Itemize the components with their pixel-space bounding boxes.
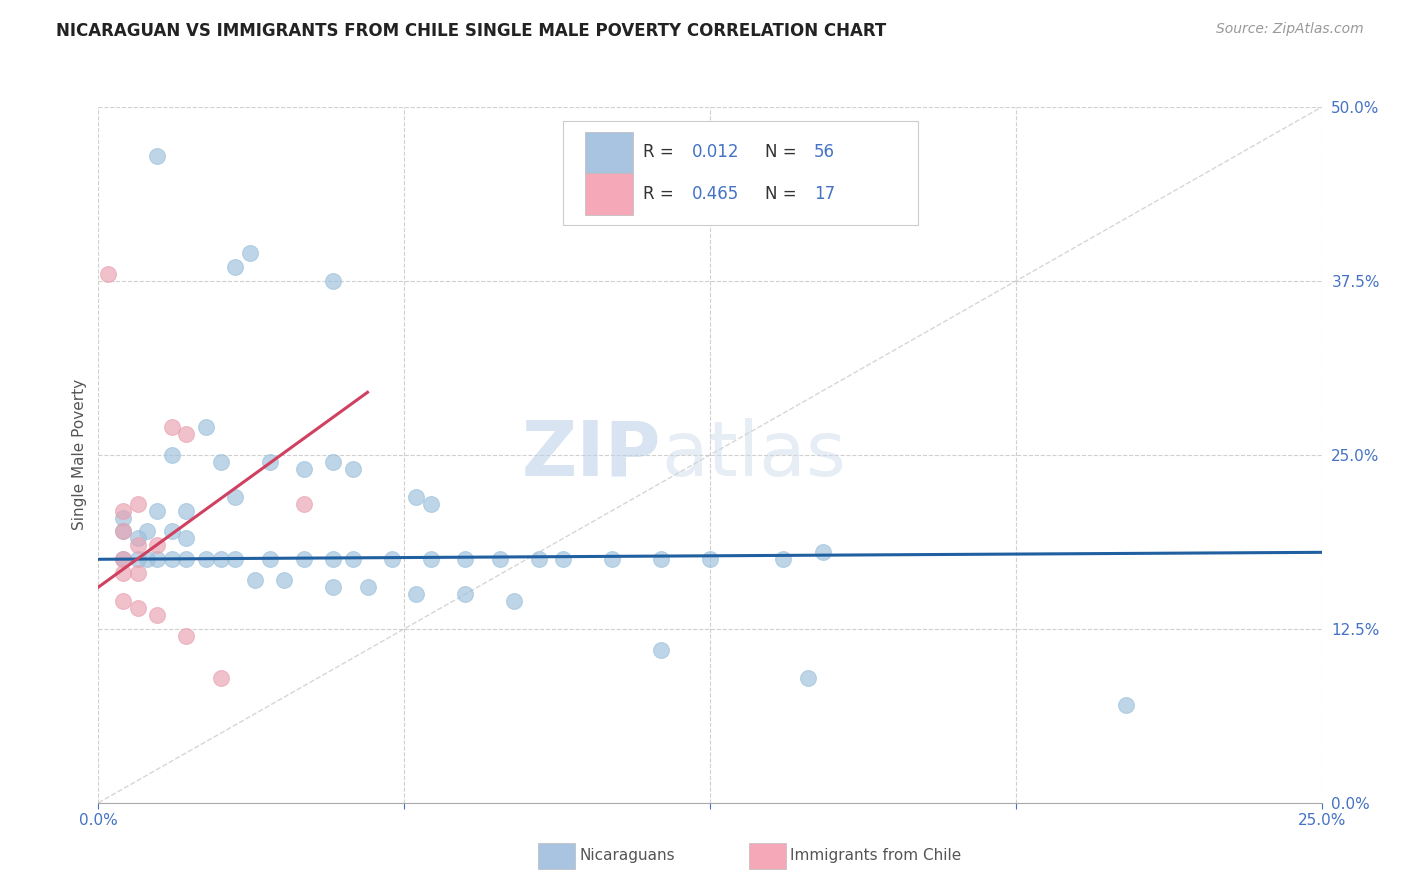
Point <box>176 427 198 442</box>
Text: Immigrants from Chile: Immigrants from Chile <box>790 848 962 863</box>
Point <box>127 552 149 566</box>
Text: ZIP: ZIP <box>522 418 661 491</box>
Point <box>176 629 198 643</box>
Point <box>322 552 344 566</box>
Point <box>527 552 550 566</box>
Point <box>381 552 404 566</box>
Point <box>146 552 169 566</box>
Point <box>209 671 232 685</box>
Point <box>224 490 246 504</box>
Text: N =: N = <box>765 185 801 203</box>
Point <box>553 552 575 566</box>
Point <box>405 490 427 504</box>
Point <box>160 420 183 434</box>
FancyBboxPatch shape <box>564 121 918 226</box>
Point <box>209 552 232 566</box>
Point <box>224 260 246 274</box>
Point <box>650 552 672 566</box>
Point <box>405 587 427 601</box>
Text: 56: 56 <box>814 144 835 161</box>
Point <box>420 552 443 566</box>
Point <box>127 601 149 615</box>
FancyBboxPatch shape <box>585 173 633 215</box>
Point <box>292 497 315 511</box>
Point <box>127 538 149 552</box>
Point <box>136 552 159 566</box>
Point <box>111 566 134 581</box>
Point <box>160 524 183 539</box>
Point <box>127 497 149 511</box>
Point <box>811 545 834 559</box>
Point <box>111 510 134 524</box>
Text: 17: 17 <box>814 185 835 203</box>
Point <box>650 642 672 657</box>
Point <box>224 552 246 566</box>
Text: 0.012: 0.012 <box>692 144 740 161</box>
Point <box>209 455 232 469</box>
Point <box>176 552 198 566</box>
Point <box>146 503 169 517</box>
Point <box>111 552 134 566</box>
Point <box>1115 698 1137 713</box>
Point <box>111 524 134 539</box>
Point <box>146 607 169 622</box>
Point <box>600 552 623 566</box>
Text: Source: ZipAtlas.com: Source: ZipAtlas.com <box>1216 22 1364 37</box>
Point <box>136 524 159 539</box>
Text: Nicaraguans: Nicaraguans <box>579 848 675 863</box>
Point <box>195 552 218 566</box>
Point <box>239 246 262 260</box>
Point <box>420 497 443 511</box>
Point <box>259 552 281 566</box>
Point <box>111 524 134 539</box>
Text: 0.465: 0.465 <box>692 185 740 203</box>
Text: R =: R = <box>643 185 679 203</box>
Point <box>160 448 183 462</box>
Point <box>322 580 344 594</box>
Point <box>259 455 281 469</box>
Point <box>146 149 169 163</box>
Text: R =: R = <box>643 144 679 161</box>
Point <box>97 267 120 281</box>
Y-axis label: Single Male Poverty: Single Male Poverty <box>72 379 87 531</box>
Point <box>111 503 134 517</box>
Point <box>146 538 169 552</box>
Point <box>176 532 198 546</box>
Point <box>503 594 526 608</box>
Point <box>699 552 721 566</box>
FancyBboxPatch shape <box>585 132 633 173</box>
Point <box>356 580 378 594</box>
Point <box>772 552 794 566</box>
Point <box>342 552 364 566</box>
Point <box>127 532 149 546</box>
Point <box>176 503 198 517</box>
Point <box>797 671 820 685</box>
Point <box>292 462 315 476</box>
Point <box>322 274 344 288</box>
Point <box>195 420 218 434</box>
Text: NICARAGUAN VS IMMIGRANTS FROM CHILE SINGLE MALE POVERTY CORRELATION CHART: NICARAGUAN VS IMMIGRANTS FROM CHILE SING… <box>56 22 887 40</box>
Point <box>488 552 510 566</box>
Point <box>111 594 134 608</box>
Point <box>322 455 344 469</box>
Text: atlas: atlas <box>661 418 846 491</box>
Point <box>454 587 477 601</box>
Point <box>127 566 149 581</box>
Point <box>454 552 477 566</box>
Text: N =: N = <box>765 144 801 161</box>
Point <box>273 573 295 587</box>
Point <box>160 552 183 566</box>
Point <box>342 462 364 476</box>
Point <box>111 552 134 566</box>
Point <box>292 552 315 566</box>
Point <box>243 573 266 587</box>
